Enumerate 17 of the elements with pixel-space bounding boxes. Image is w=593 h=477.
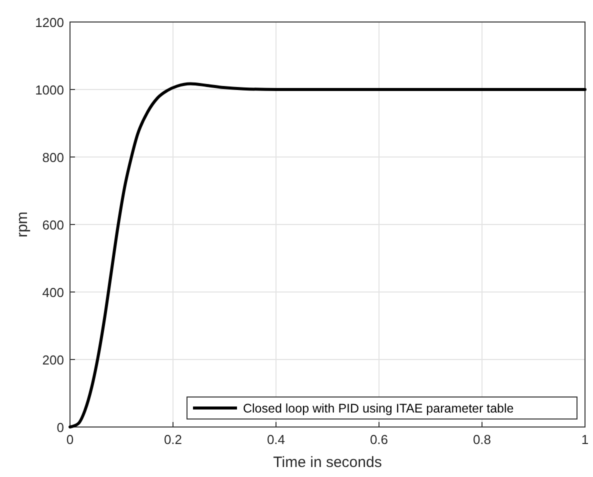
x-tick-label: 1 — [581, 432, 589, 447]
y-tick-label: 0 — [56, 420, 64, 435]
y-tick-label: 600 — [42, 218, 64, 232]
y-tick-label: 1000 — [35, 82, 64, 98]
y-tick-label: 200 — [42, 352, 64, 368]
x-tick-label: 0.8 — [472, 432, 492, 447]
x-tick-label: 0.6 — [370, 432, 388, 447]
y-tick-label: 400 — [42, 285, 64, 300]
x-tick-label: 0 — [66, 432, 74, 447]
x-tick-label: 0.2 — [164, 432, 182, 447]
legend-label: Closed loop with PID using ITAE parameter table — [243, 402, 514, 416]
x-tick-label: 0.4 — [266, 432, 286, 447]
y-tick-label: 800 — [42, 150, 64, 165]
x-axis-title: Time in seconds — [273, 454, 382, 471]
y-tick-label: 1200 — [35, 15, 64, 30]
line-series — [68, 82, 586, 428]
y-axis-title: rpm — [14, 212, 31, 238]
